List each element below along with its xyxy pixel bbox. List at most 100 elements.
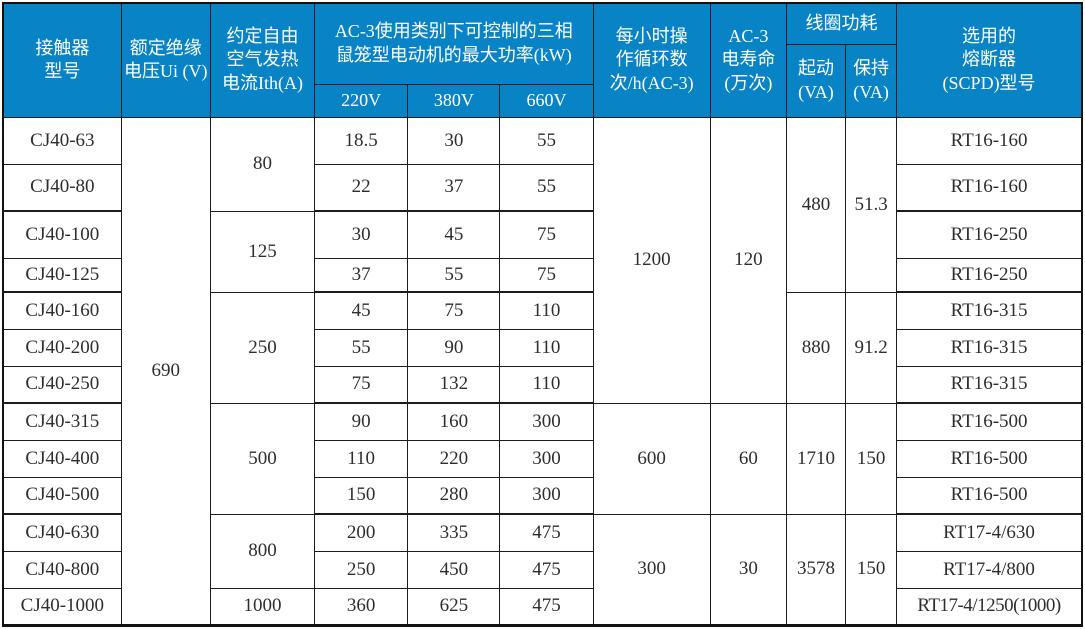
cell-p220: 360 [314, 587, 409, 626]
cell-cycles: 300 [592, 513, 711, 626]
table-row: CJ40-80 22 37 55 RT16-160 [2, 163, 1083, 212]
header-220v: 220V [314, 83, 409, 118]
cell-ith: 500 [209, 402, 316, 515]
cell-pickup: 480 [785, 116, 847, 293]
cell-fuse: RT16-500 [896, 476, 1083, 515]
cell-p380: 450 [407, 550, 501, 589]
cell-fuse: RT16-160 [896, 163, 1083, 212]
cell-p220: 250 [314, 550, 409, 589]
cell-p220: 18.5 [314, 116, 409, 165]
header-fuse-model: 选用的 熔断器 (SCPD)型号 [896, 2, 1083, 118]
cell-p660: 55 [499, 116, 594, 165]
header-operating-cycles: 每小时操 作循环数 次/h(AC-3) [592, 2, 711, 118]
cell-model: CJ40-800 [2, 550, 122, 589]
cell-life: 120 [709, 116, 787, 404]
cell-p660: 75 [499, 257, 594, 293]
cell-fuse: RT16-160 [896, 116, 1083, 165]
cell-p660: 300 [499, 476, 594, 515]
header-thermal-current: 约定自由 空气发热 电流Ith(A) [209, 2, 316, 118]
header-coil-pickup: 起动 (VA) [785, 43, 847, 118]
cell-p660: 110 [499, 365, 594, 404]
cell-p380: 90 [407, 328, 501, 367]
cell-p220: 55 [314, 328, 409, 367]
cell-life: 30 [709, 513, 787, 626]
cell-model: CJ40-80 [2, 163, 122, 212]
table-row: CJ40-630 800 200 335 475 300 30 3578 150… [2, 513, 1083, 626]
cell-p380: 220 [407, 439, 501, 478]
header-coil-power-group: 线圈功耗 [785, 2, 898, 45]
cell-p380: 625 [407, 587, 501, 626]
cell-p660: 75 [499, 210, 594, 259]
cell-p380: 37 [407, 163, 501, 212]
cell-p380: 55 [407, 257, 501, 293]
cell-p660: 475 [499, 513, 594, 552]
cell-fuse: RT16-315 [896, 291, 1083, 330]
cell-fuse: RT16-250 [896, 210, 1083, 259]
header-rated-insulation-voltage: 额定绝缘 电压Ui (V) [120, 2, 211, 118]
table-row: CJ40-500 150 280 300 RT16-500 [2, 476, 1083, 515]
table-row: CJ40-1000 1000 360 625 475 RT17-4/1250(1… [2, 587, 1083, 626]
cell-cycles: 600 [592, 402, 711, 515]
cell-ith: 125 [209, 210, 316, 293]
cell-life: 60 [709, 402, 787, 515]
cell-model: CJ40-1000 [2, 587, 122, 626]
cell-model: CJ40-125 [2, 257, 122, 293]
cell-p660: 300 [499, 402, 594, 441]
cell-hold: 150 [845, 513, 898, 626]
cell-ui-voltage: 690 [120, 116, 211, 626]
header-model: 接触器 型号 [2, 2, 122, 118]
cell-p220: 110 [314, 439, 409, 478]
cell-p220: 75 [314, 365, 409, 404]
cell-ith: 1000 [209, 587, 316, 626]
table-body: CJ40-63 690 80 18.5 30 55 1200 120 480 5… [2, 116, 1083, 626]
header-row-3: 220V 380V 660V [3, 83, 1082, 118]
cell-p220: 150 [314, 476, 409, 515]
cell-p660: 55 [499, 163, 594, 212]
table-row: CJ40-63 690 80 18.5 30 55 1200 120 480 5… [2, 116, 1083, 626]
cell-fuse: RT17-4/630 [896, 513, 1083, 552]
cell-fuse: RT16-315 [896, 365, 1083, 404]
cell-ith: 80 [209, 116, 316, 212]
cell-hold: 51.3 [845, 116, 898, 293]
cell-p380: 132 [407, 365, 501, 404]
cell-ith: 250 [209, 291, 316, 404]
cell-p380: 75 [407, 291, 501, 330]
cell-p380: 280 [407, 476, 501, 515]
table-row: CJ40-160 250 45 75 110 880 91.2 RT16-315 [2, 291, 1083, 404]
header-row-2: 起动 (VA) 保持 (VA) [3, 43, 1082, 118]
table-row: CJ40-250 75 132 110 RT16-315 [2, 365, 1083, 404]
cell-pickup: 880 [785, 291, 847, 404]
cell-fuse: RT17-4/800 [896, 550, 1083, 589]
cell-p380: 335 [407, 513, 501, 552]
cell-fuse: RT16-500 [896, 402, 1083, 441]
cell-p660: 110 [499, 328, 594, 367]
cell-hold: 91.2 [845, 291, 898, 404]
cell-model: CJ40-160 [2, 291, 122, 330]
cell-model: CJ40-500 [2, 476, 122, 515]
cell-p220: 45 [314, 291, 409, 330]
cell-p660: 300 [499, 439, 594, 478]
cell-model: CJ40-63 [2, 116, 122, 165]
header-380v: 380V [407, 83, 501, 118]
cell-p660: 475 [499, 550, 594, 589]
cell-hold: 150 [845, 402, 898, 515]
cell-model: CJ40-630 [2, 513, 122, 552]
cell-model: CJ40-400 [2, 439, 122, 478]
cell-p660: 110 [499, 291, 594, 330]
table-header: 接触器 型号 额定绝缘 电压Ui (V) 约定自由 空气发热 电流Ith(A) … [2, 2, 1083, 118]
cell-p220: 22 [314, 163, 409, 212]
cell-cycles: 1200 [592, 116, 711, 404]
cell-p220: 90 [314, 402, 409, 441]
cell-p380: 45 [407, 210, 501, 259]
cell-p380: 30 [407, 116, 501, 165]
header-max-power-group: AC-3使用类别下可控制的三相 鼠笼型电动机的最大功率(kW) [314, 2, 594, 85]
cell-pickup: 3578 [785, 513, 847, 626]
cell-p220: 37 [314, 257, 409, 293]
cell-fuse: RT16-250 [896, 257, 1083, 293]
cell-ith: 800 [209, 513, 316, 589]
cell-model: CJ40-200 [2, 328, 122, 367]
cell-p380: 160 [407, 402, 501, 441]
cell-model: CJ40-315 [2, 402, 122, 441]
cell-p220: 200 [314, 513, 409, 552]
